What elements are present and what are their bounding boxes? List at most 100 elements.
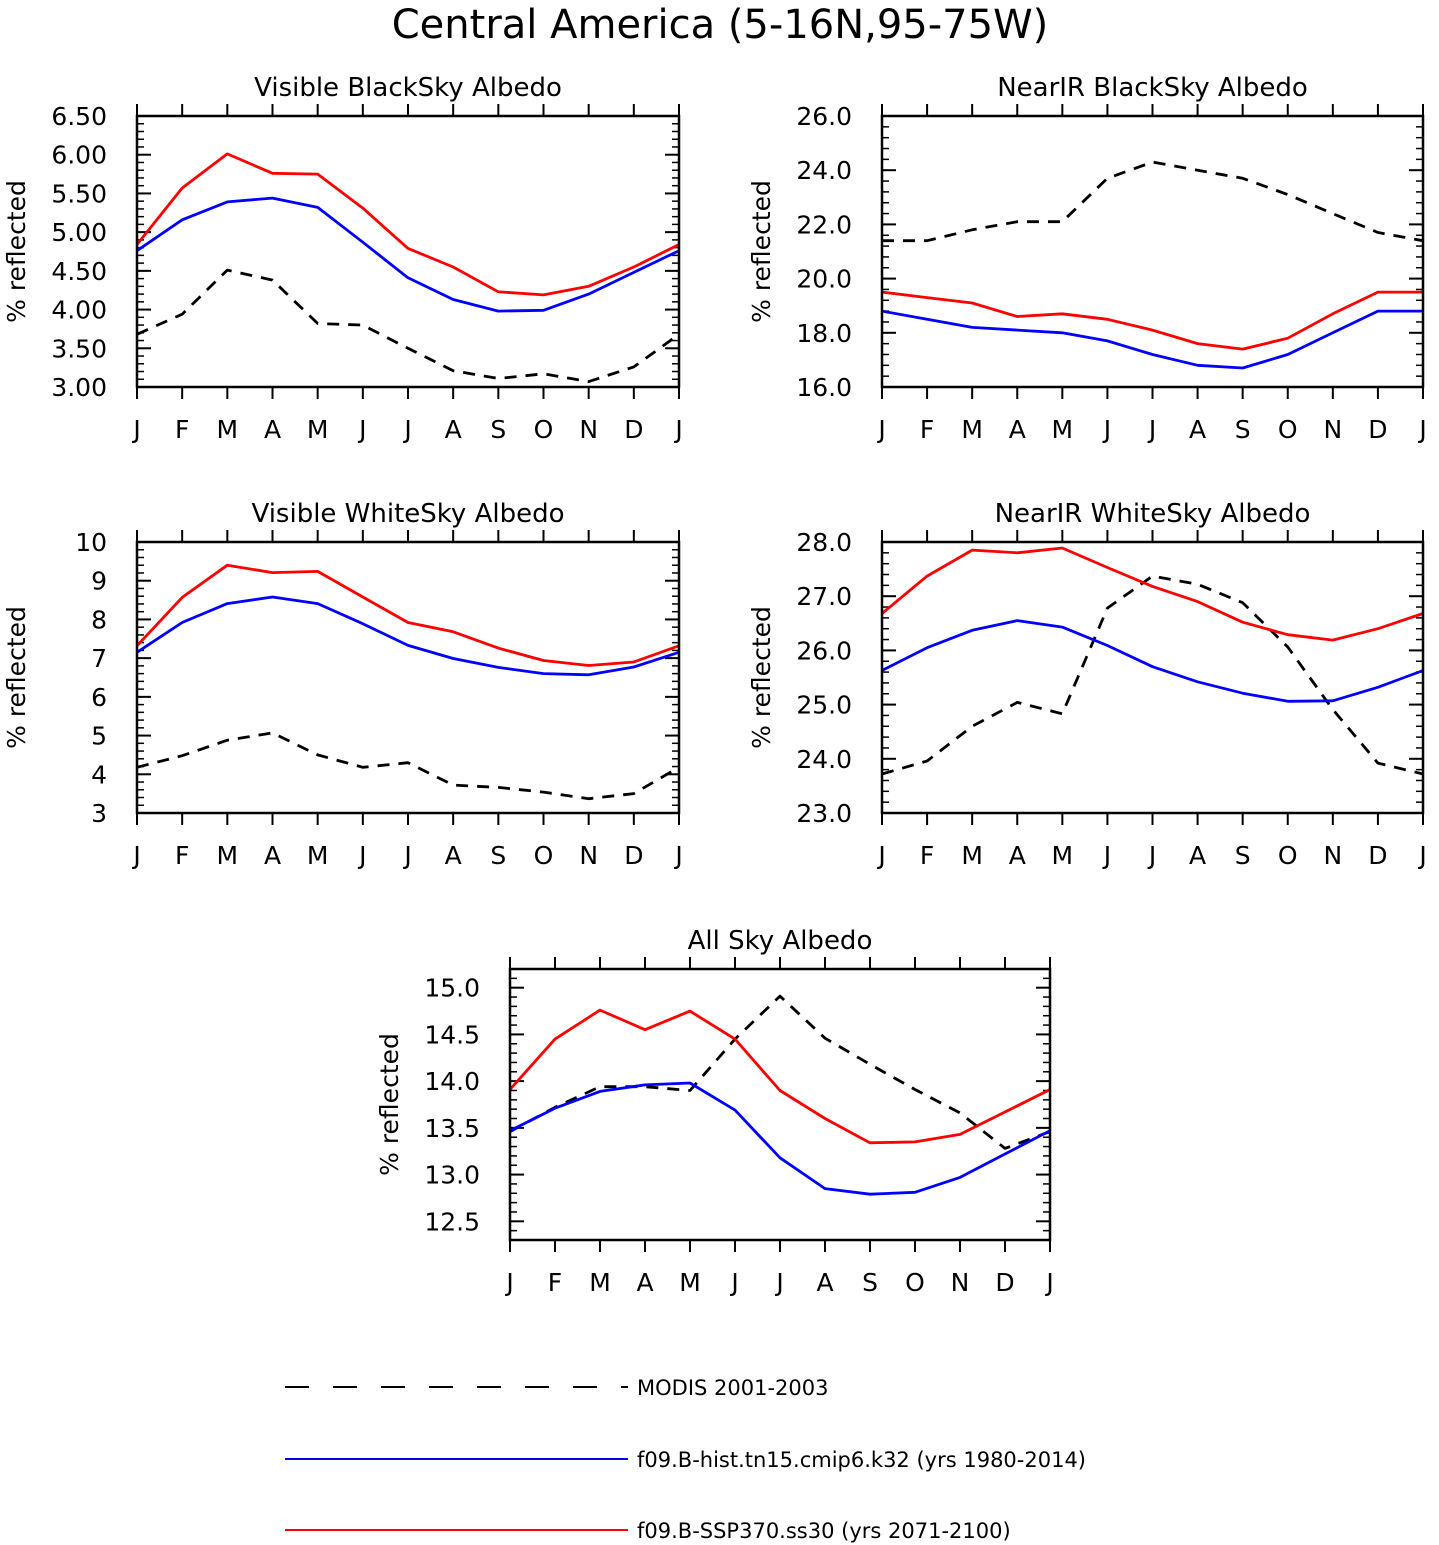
plot-frame — [508, 967, 1052, 1242]
y-tick-label: 18.0 — [796, 319, 852, 348]
x-tick-label: M — [1052, 415, 1074, 444]
x-tick-label: D — [624, 841, 643, 870]
y-tick-label: 27.0 — [796, 582, 852, 611]
y-tick-label: 26.0 — [796, 636, 852, 665]
y-tick-label: 5 — [91, 722, 107, 751]
x-tick-label: A — [1009, 841, 1026, 870]
x-tick-label: D — [624, 415, 643, 444]
x-tick-label: J — [1417, 415, 1426, 444]
x-tick-label: A — [1189, 841, 1206, 870]
y-tick-label: 6.50 — [51, 102, 107, 131]
y-tick-label: 24.0 — [796, 745, 852, 774]
legend-item-modis: MODIS 2001-2003 — [285, 1376, 828, 1400]
x-tick-label: J — [1102, 841, 1111, 870]
series-line-hist — [137, 595, 679, 677]
legend: MODIS 2001-2003 f09.B-hist.tn15.cmip6.k32… — [285, 1376, 1086, 1543]
series-line-ssp370 — [882, 290, 1423, 351]
y-tick-label: 13.5 — [424, 1114, 480, 1143]
y-tick-label: 13.0 — [424, 1161, 480, 1190]
x-tick-label: M — [589, 1268, 611, 1297]
x-tick-label: F — [920, 841, 934, 870]
x-tick-label: N — [579, 415, 598, 444]
plot-frame — [880, 540, 1425, 815]
x-tick-label: M — [679, 1268, 701, 1297]
x-tick-label: N — [1323, 841, 1342, 870]
x-tick-label: J — [1044, 1268, 1053, 1297]
legend-label: f09.B-hist.tn15.cmip6.k32 (yrs 1980-2014… — [637, 1448, 1086, 1472]
y-tick-label: 12.5 — [424, 1207, 480, 1236]
x-tick-label: A — [445, 841, 462, 870]
y-tick-label: 22.0 — [796, 210, 852, 239]
y-tick-label: 3.50 — [51, 334, 107, 363]
x-tick-label: A — [1189, 415, 1206, 444]
series-line-modis — [882, 160, 1423, 243]
plot-frame — [880, 114, 1425, 389]
x-tick-label: S — [490, 841, 506, 870]
series-line-hist — [137, 196, 679, 313]
y-tick-label: 4.00 — [51, 296, 107, 325]
series-line-ssp370 — [137, 152, 679, 297]
y-tick-label: 4 — [91, 760, 107, 789]
series-line-ssp370 — [137, 563, 679, 667]
y-tick-label: 25.0 — [796, 691, 852, 720]
panel-title: Visible BlackSky Albedo — [254, 73, 562, 103]
y-tick-label: 28.0 — [796, 528, 852, 557]
x-tick-label: J — [1147, 415, 1156, 444]
series-line-modis — [882, 574, 1423, 776]
x-tick-label: N — [579, 841, 598, 870]
x-tick-label: S — [1235, 841, 1251, 870]
y-tick-label: 6.00 — [51, 141, 107, 170]
y-axis-label: % reflected — [375, 1033, 404, 1176]
x-tick-label: J — [357, 841, 366, 870]
x-tick-label: A — [816, 1268, 833, 1297]
x-tick-label: S — [490, 415, 506, 444]
y-tick-label: 9 — [91, 567, 107, 596]
y-axis-label: % reflected — [747, 606, 776, 749]
x-tick-label: O — [1278, 841, 1298, 870]
panel-title: All Sky Albedo — [688, 926, 873, 956]
y-tick-label: 3 — [91, 799, 107, 828]
y-tick-label: 4.50 — [51, 257, 107, 286]
y-axis-label: % reflected — [747, 180, 776, 323]
y-tick-label: 6 — [91, 683, 107, 712]
y-tick-label: 10 — [75, 528, 107, 557]
plot-frame — [135, 540, 681, 815]
x-tick-label: D — [1368, 415, 1387, 444]
x-tick-label: D — [1368, 841, 1387, 870]
y-tick-label: 15.0 — [424, 974, 480, 1003]
x-tick-label: J — [504, 1268, 513, 1297]
x-tick-label: A — [1009, 415, 1026, 444]
y-tick-label: 23.0 — [796, 799, 852, 828]
legend-item-hist: f09.B-hist.tn15.cmip6.k32 (yrs 1980-2014… — [285, 1448, 1086, 1472]
series-line-modis — [510, 994, 1050, 1150]
y-tick-label: 20.0 — [796, 265, 852, 294]
y-tick-label: 24.0 — [796, 156, 852, 185]
x-tick-label: O — [905, 1268, 925, 1297]
series-line-hist — [882, 619, 1423, 703]
y-tick-label: 14.0 — [424, 1067, 480, 1096]
x-tick-label: J — [357, 415, 366, 444]
x-tick-label: M — [961, 841, 983, 870]
x-tick-label: J — [1417, 841, 1426, 870]
panel-title: Visible WhiteSky Albedo — [251, 499, 564, 529]
x-tick-label: F — [175, 415, 189, 444]
panel-title: NearIR BlackSky Albedo — [997, 73, 1308, 103]
x-tick-label: M — [961, 415, 983, 444]
x-tick-label: M — [307, 415, 329, 444]
x-tick-label: M — [1052, 841, 1074, 870]
x-tick-label: F — [175, 841, 189, 870]
series-line-modis — [137, 731, 679, 801]
y-tick-label: 3.00 — [51, 373, 107, 402]
x-tick-label: J — [1147, 841, 1156, 870]
legend-label: f09.B-SSP370.ss30 (yrs 2071-2100) — [637, 1519, 1011, 1543]
x-tick-label: A — [264, 415, 281, 444]
y-tick-label: 26.0 — [796, 102, 852, 131]
x-tick-label: O — [1278, 415, 1298, 444]
x-tick-label: N — [951, 1268, 970, 1297]
x-tick-label: F — [920, 415, 934, 444]
